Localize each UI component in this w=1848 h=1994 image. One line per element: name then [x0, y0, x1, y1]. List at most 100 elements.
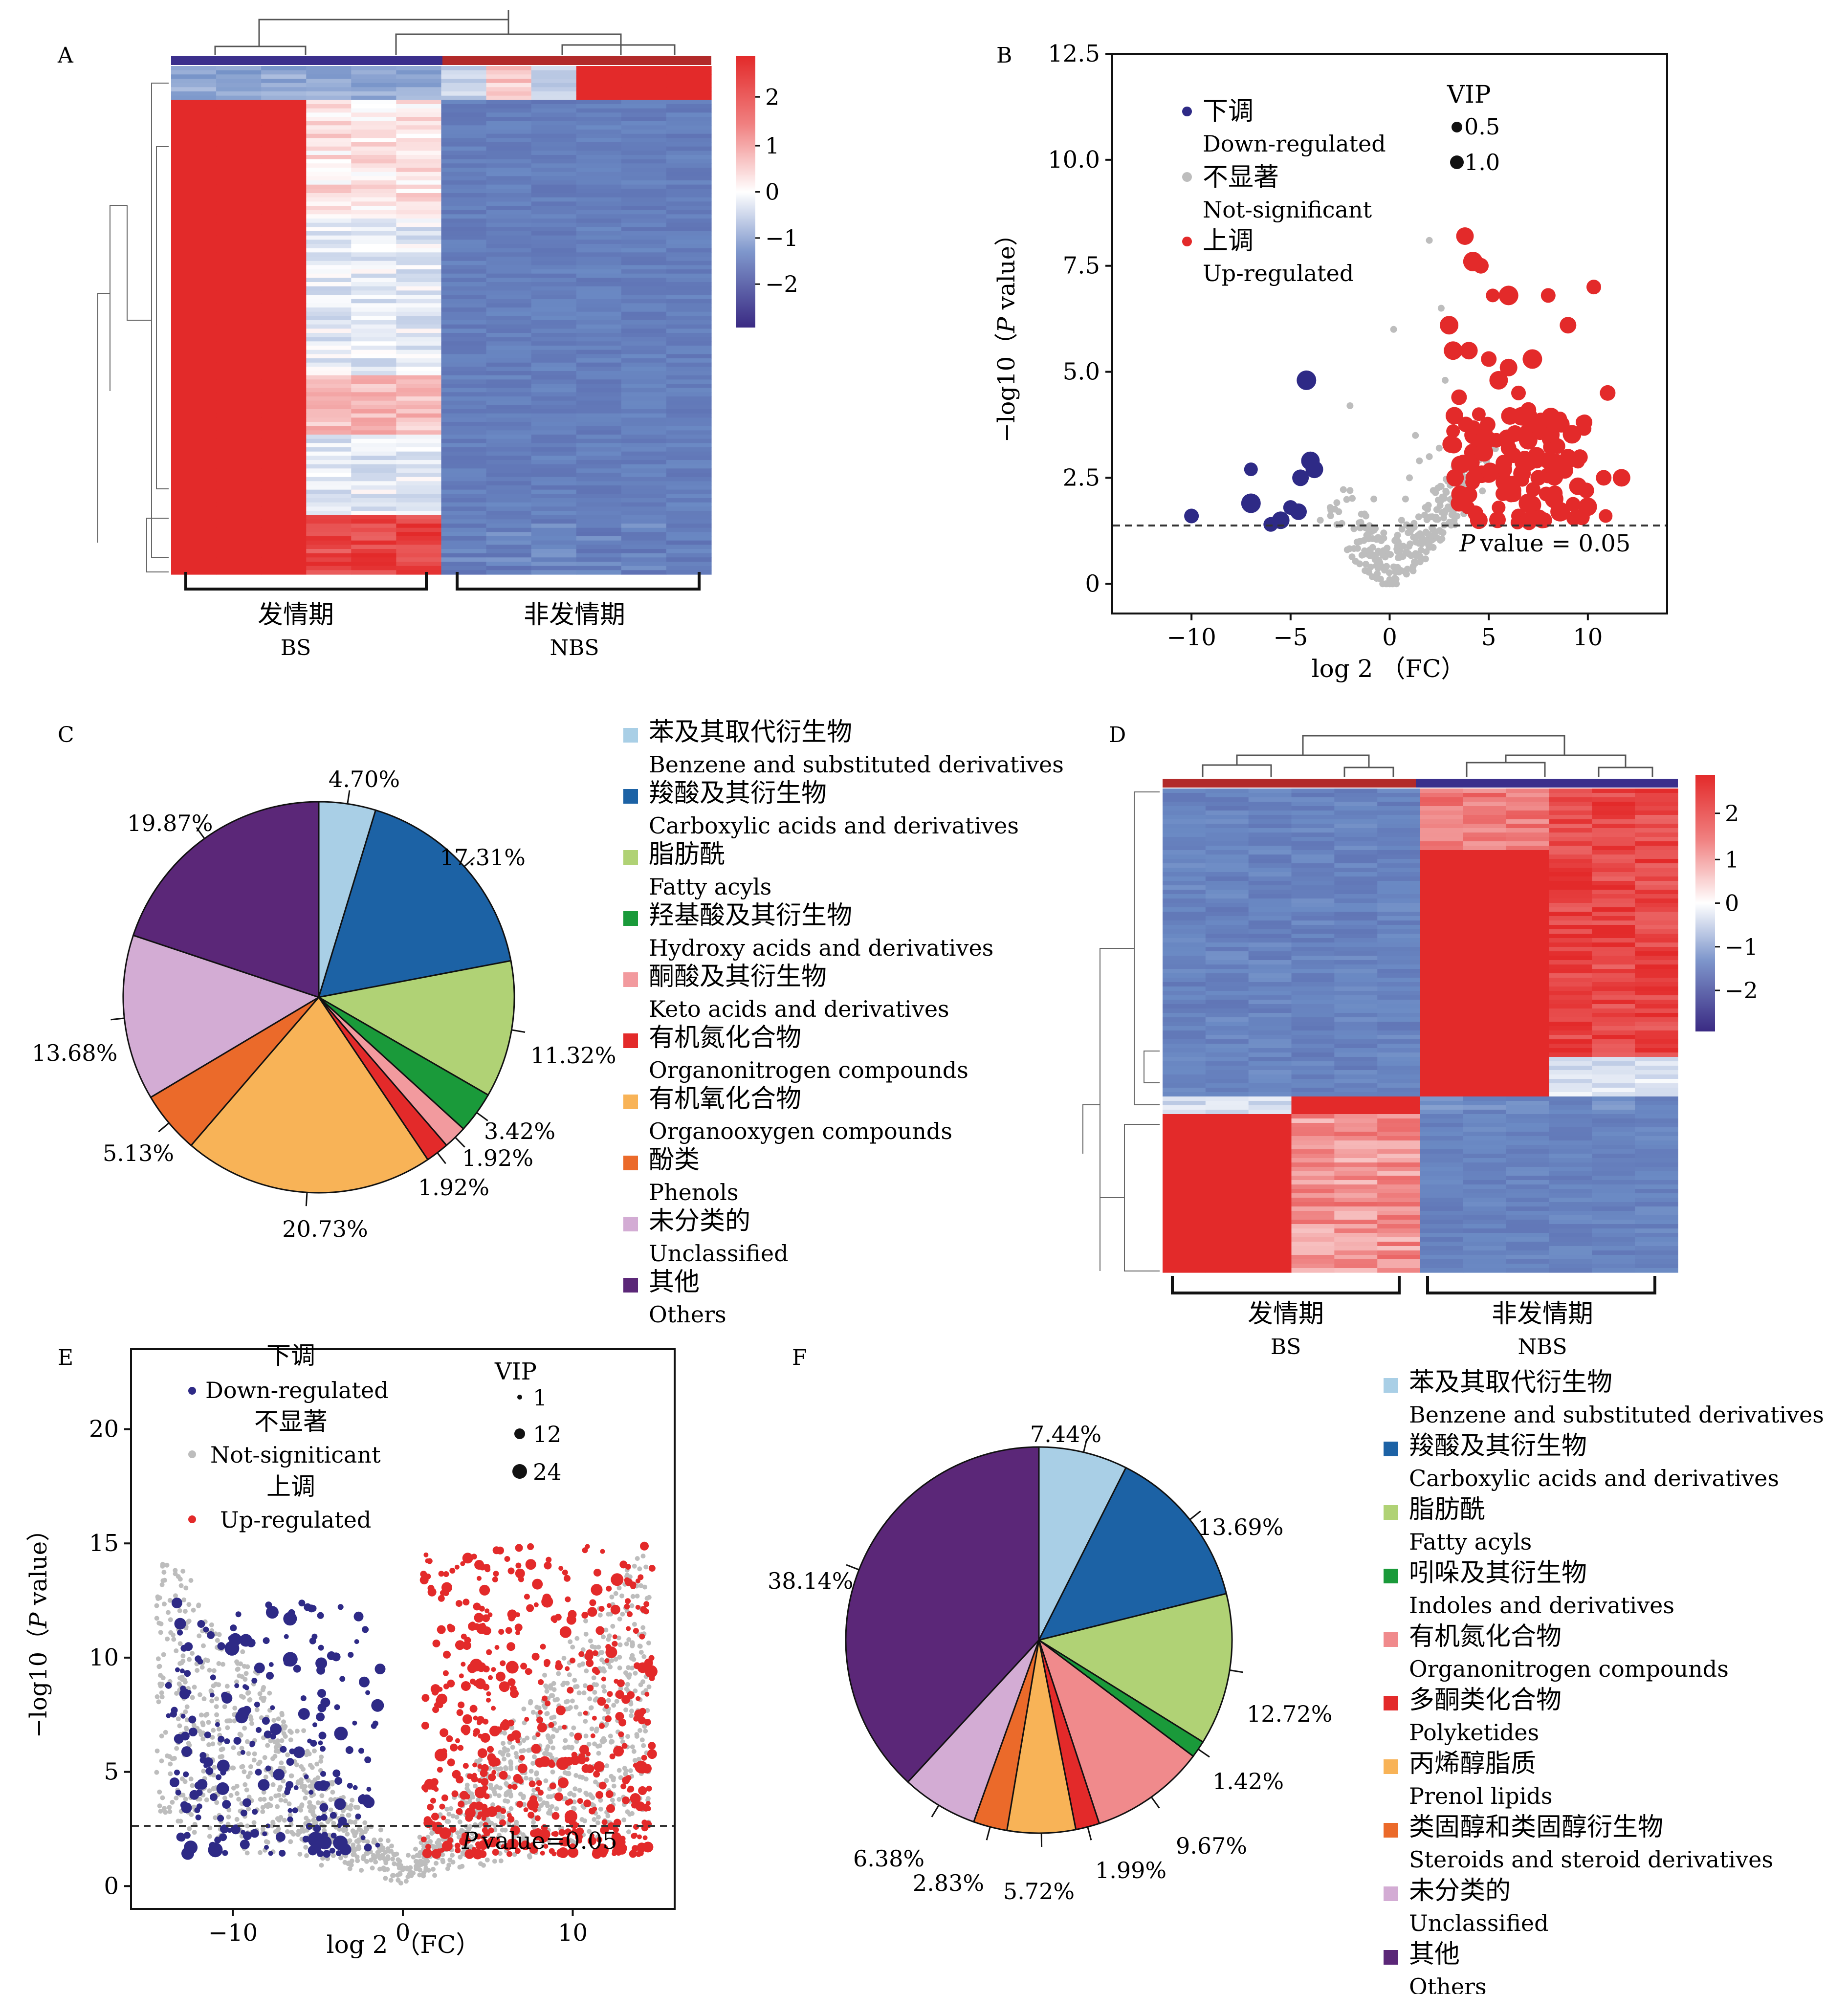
heatmap-d-cell [1463, 1101, 1507, 1106]
volcano-e-point-down [203, 1626, 209, 1633]
volcano-e-point-ns [583, 1733, 589, 1739]
heatmap-a-cell [531, 532, 577, 537]
heatmap-d-cell [1334, 859, 1378, 864]
volcano-e-point-ns [263, 1775, 268, 1780]
heatmap-a-cell [576, 473, 622, 478]
heatmap-a-cell [216, 341, 262, 346]
heatmap-a-cell [396, 498, 442, 503]
volcano-e-point-ns [330, 1780, 335, 1785]
heatmap-a-cell [351, 172, 396, 176]
heatmap-d-cell [1205, 1176, 1249, 1181]
heatmap-a-cell [261, 214, 307, 219]
heatmap-d-cell [1635, 1022, 1678, 1027]
volcano-e-point-down [174, 1769, 180, 1775]
heatmap-a-cell [306, 354, 352, 359]
heatmap-a-cell [171, 481, 217, 486]
heatmap-d-cell [1506, 920, 1550, 925]
heatmap-d-cell [1592, 828, 1635, 833]
heatmap-d-cell [1205, 1039, 1249, 1044]
volcano-b-point-ns [1438, 528, 1445, 536]
heatmap-d-cell [1377, 1061, 1421, 1066]
volcano-e-point-ns [270, 1756, 275, 1761]
heatmap-d-cell [1420, 986, 1464, 991]
heatmap-d-cell [1635, 890, 1678, 895]
heatmap-d-cell [1420, 969, 1464, 974]
heatmap-a-cell [666, 278, 712, 283]
heatmap-d-cell [1463, 1074, 1507, 1079]
heatmap-a-cell [486, 417, 532, 422]
heatmap-d-cell [1205, 806, 1249, 811]
heatmap-d-cell [1163, 1149, 1206, 1154]
volcano-e-point-ns [638, 1583, 644, 1588]
heatmap-d-cell [1377, 1035, 1421, 1040]
volcano-e-point-down [317, 1703, 327, 1712]
heatmap-a-cell [576, 240, 622, 244]
heatmap-a-cell [531, 527, 577, 532]
heatmap-d-cell [1592, 1233, 1635, 1238]
heatmap-d-cell [1592, 1211, 1635, 1216]
volcano-b-point-up [1461, 501, 1475, 515]
heatmap-d-cell [1248, 1057, 1292, 1062]
heatmap-d-cell [1592, 1048, 1635, 1053]
heatmap-d-cell [1549, 850, 1592, 855]
heatmap-a-cell [351, 146, 396, 151]
heatmap-a-cell [666, 219, 712, 223]
heatmap-d-cell [1377, 881, 1421, 886]
heatmap-a-cell [666, 371, 712, 376]
heatmap-d-cell [1291, 881, 1335, 886]
volcano-e-point-ns [503, 1766, 508, 1772]
heatmap-a-cell [171, 417, 217, 422]
heatmap-a-cell [351, 409, 396, 414]
volcano-e-point-ns [437, 1841, 442, 1847]
heatmap-d-cell [1377, 1136, 1421, 1141]
heatmap-a-cell [666, 83, 712, 88]
heatmap-d-cell [1377, 833, 1421, 837]
heatmap-d-cell [1420, 960, 1464, 965]
volcano-b-point-up [1489, 511, 1506, 528]
pie-c-leader-line [455, 1137, 465, 1148]
heatmap-d-cell [1549, 815, 1592, 820]
heatmap-d-cell [1592, 1158, 1635, 1163]
heatmap-a-cell [441, 146, 487, 151]
heatmap-a-cell [576, 549, 622, 554]
heatmap-a-cell [531, 299, 577, 304]
volcano-e-point-ns [289, 1830, 294, 1835]
heatmap-d-cell [1334, 850, 1378, 855]
heatmap-a-cell [441, 570, 487, 575]
pie-c-value-label: 5.13% [103, 1140, 174, 1166]
heatmap-d-cell [1291, 1206, 1335, 1211]
heatmap-a-cell [531, 341, 577, 346]
volcano-e-point-down [338, 1817, 347, 1826]
volcano-e-point-ns [592, 1817, 597, 1822]
heatmap-a-cell [531, 142, 577, 147]
heatmap-d-cell [1506, 1228, 1550, 1233]
volcano-e-point-ns [629, 1713, 634, 1718]
heatmap-d-cell [1549, 1237, 1592, 1242]
heatmap-a-cell [396, 151, 442, 155]
heatmap-a-cell [306, 346, 352, 351]
heatmap-a-cell [486, 231, 532, 236]
heatmap-d-cell [1163, 916, 1206, 921]
heatmap-a-cell [171, 83, 217, 88]
heatmap-a-cell [396, 95, 442, 100]
heatmap-a-cell [486, 142, 532, 147]
heatmap-a-cell [306, 422, 352, 427]
heatmap-a-cell [441, 375, 487, 380]
volcano-e-point-ns [211, 1728, 216, 1733]
heatmap-a-cell [486, 549, 532, 554]
heatmap-d-cell [1377, 885, 1421, 890]
heatmap-a-cell [396, 337, 442, 342]
heatmap-d-cell [1635, 1092, 1678, 1097]
heatmap-a-cell [621, 545, 667, 549]
heatmap-d-cell [1420, 991, 1464, 996]
volcano-e-point-ns [222, 1796, 227, 1801]
volcano-e-point-ns [567, 1791, 572, 1797]
heatmap-a-cell [531, 379, 577, 384]
heatmap-a-cell [396, 121, 442, 126]
heatmap-d-cell [1248, 1000, 1292, 1005]
heatmap-a-cell [576, 193, 622, 198]
pie-c-value-label: 11.32% [530, 1042, 616, 1069]
heatmap-d-cell [1549, 1123, 1592, 1128]
heatmap-d-cell [1334, 789, 1378, 793]
heatmap-a-cell [666, 413, 712, 418]
